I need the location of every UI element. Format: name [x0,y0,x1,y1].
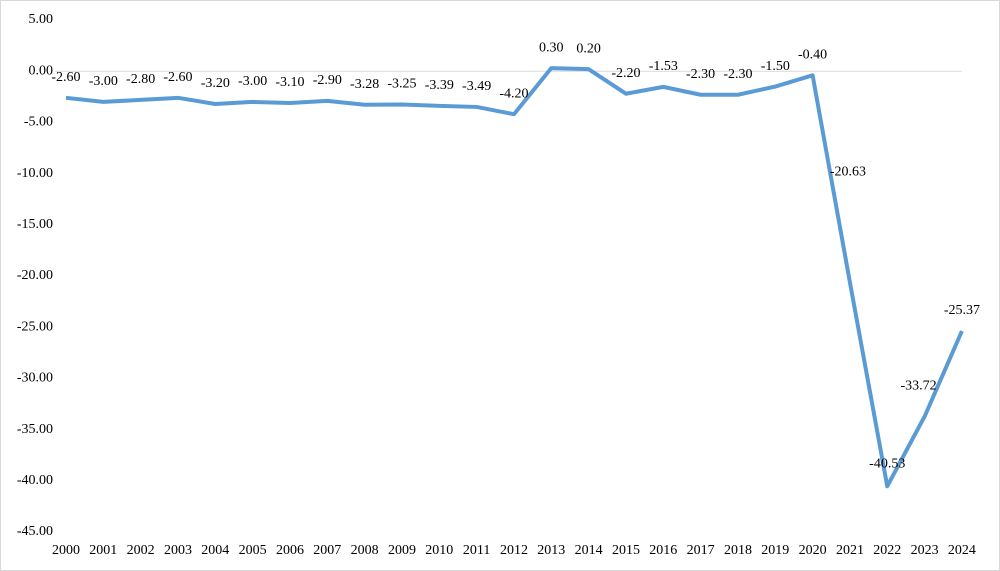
x-tick-label: 2002 [127,543,155,558]
data-label: -2.80 [126,72,155,87]
x-tick-label: 2018 [724,543,752,558]
data-label: -2.60 [163,70,192,85]
x-tick-label: 2023 [911,543,939,558]
x-tick-label: 2014 [575,543,603,558]
line-series [65,66,964,489]
x-tick-label: 2006 [276,543,304,558]
data-label: 0.30 [539,40,564,55]
data-label: -2.90 [313,73,342,88]
y-tick-label: -45.00 [17,524,53,539]
y-tick-label: -35.00 [17,422,53,437]
data-label: 0.20 [576,41,601,56]
data-label: -3.10 [275,75,304,90]
y-tick-label: -10.00 [17,166,53,181]
x-tick-label: 2016 [649,543,677,558]
data-label: -3.28 [350,77,379,92]
data-label: -1.53 [649,59,678,74]
data-label: -3.20 [201,76,230,91]
data-label: -2.30 [723,67,752,82]
x-tick-label: 2009 [388,543,416,558]
data-label: -2.30 [686,67,715,82]
x-tick-label: 2004 [201,543,229,558]
x-tick-label: 2003 [164,543,192,558]
x-tick-label: 2001 [89,543,117,558]
y-tick-label: 5.00 [29,12,54,27]
x-tick-label: 2022 [873,543,901,558]
data-label: -3.25 [387,77,416,92]
data-label: -2.20 [611,66,640,81]
y-tick-label: -5.00 [24,115,53,130]
x-tick-label: 2007 [313,543,341,558]
x-tick-label: 2013 [537,543,565,558]
x-tick-label: 2021 [836,543,864,558]
x-tick-label: 2020 [799,543,827,558]
x-tick-label: 2017 [687,543,715,558]
x-tick-label: 2000 [52,543,80,558]
data-label: -3.49 [462,79,491,94]
x-tick-label: 2011 [463,543,490,558]
y-tick-label: -25.00 [17,319,53,334]
y-tick-label: 0.00 [29,63,54,78]
x-tick-label: 2005 [239,543,267,558]
data-label: -33.72 [901,379,937,394]
data-label: -4.20 [499,86,528,101]
data-label: -3.00 [238,74,267,89]
y-tick-label: -30.00 [17,371,53,386]
y-tick-label: -20.00 [17,268,53,283]
y-tick-label: -15.00 [17,217,53,232]
x-tick-label: 2019 [761,543,789,558]
data-label: -1.50 [761,59,790,74]
x-tick-label: 2015 [612,543,640,558]
data-label: -3.00 [89,74,118,89]
data-label: -0.40 [798,48,827,63]
data-label: -25.37 [944,303,980,318]
x-tick-label: 2024 [948,543,976,558]
data-label: -20.63 [830,165,866,180]
x-tick-label: 2008 [351,543,379,558]
x-tick-label: 2012 [500,543,528,558]
data-label: -40.53 [869,456,905,471]
data-label: -2.60 [51,70,80,85]
data-label: -3.39 [425,78,454,93]
y-tick-label: -40.00 [17,473,53,488]
x-tick-label: 2010 [425,543,453,558]
